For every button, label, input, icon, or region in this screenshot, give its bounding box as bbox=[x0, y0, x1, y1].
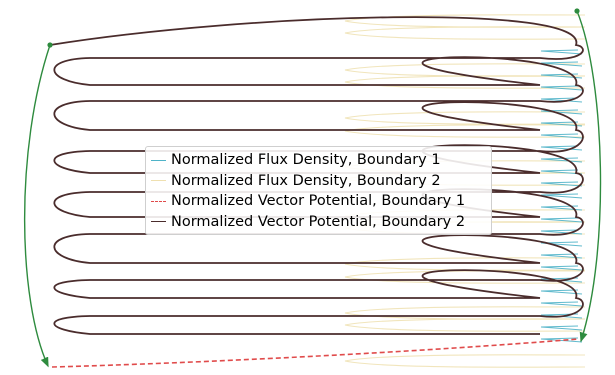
flux-boundary-2-loop bbox=[344, 26, 586, 40]
flux-boundary-1-spike bbox=[540, 157, 583, 163]
flux-boundary-1-spike bbox=[540, 265, 583, 271]
legend-label-flux-boundary-1: Normalized Flux Density, Boundary 1 bbox=[171, 152, 441, 169]
flux-boundary-1-spike bbox=[540, 85, 583, 91]
right-annotation-arrow bbox=[576, 10, 602, 343]
legend-label-potential-boundary-2: Normalized Vector Potential, Boundary 2 bbox=[171, 213, 466, 230]
flux-boundary-2-loop bbox=[344, 75, 586, 89]
flux-boundary-1-spike bbox=[540, 241, 583, 247]
flux-boundary-1-spike bbox=[540, 301, 583, 307]
flux-boundary-2-loop bbox=[344, 318, 586, 332]
flux-boundary-2-loop bbox=[344, 270, 586, 284]
flux-boundary-1-spike bbox=[540, 325, 583, 331]
flux-boundary-2-loop bbox=[344, 111, 586, 125]
legend-swatch-potential-boundary-2 bbox=[151, 221, 166, 223]
legend-swatch-flux-boundary-1 bbox=[151, 159, 166, 161]
legend-swatch-potential-boundary-1 bbox=[151, 200, 166, 202]
flux-boundary-1-spike bbox=[540, 217, 583, 223]
flux-boundary-2-loop bbox=[344, 124, 586, 138]
flux-boundary-1-spike bbox=[540, 145, 583, 151]
flux-boundary-1-spike bbox=[540, 49, 583, 55]
flux-boundary-1-spike bbox=[540, 97, 583, 103]
right-arrow-start-point bbox=[574, 8, 580, 14]
legend-label-potential-boundary-1: Normalized Vector Potential, Boundary 1 bbox=[171, 193, 466, 210]
left-annotation-arrow bbox=[23, 44, 51, 368]
legend-item-potential-boundary-1: Normalized Vector Potential, Boundary 1 bbox=[151, 191, 483, 212]
flux-boundary-1-spike bbox=[540, 193, 583, 199]
legend-swatch-flux-boundary-2 bbox=[151, 180, 166, 182]
flux-boundary-1-spike bbox=[540, 61, 583, 67]
left-arrow-start-point bbox=[47, 42, 53, 48]
legend-item-flux-boundary-1: Normalized Flux Density, Boundary 1 bbox=[151, 150, 483, 171]
flux-boundary-2-loop bbox=[344, 257, 586, 271]
flux-boundary-1-spike bbox=[540, 229, 583, 235]
potential-boundary-1-line bbox=[51, 338, 579, 368]
legend-item-potential-boundary-2: Normalized Vector Potential, Boundary 2 bbox=[151, 212, 483, 233]
flux-boundary-1-spike bbox=[540, 337, 583, 343]
flux-boundary-1-spike bbox=[540, 133, 583, 139]
legend: Normalized Flux Density, Boundary 1 Norm… bbox=[145, 146, 492, 235]
legend-item-flux-boundary-2: Normalized Flux Density, Boundary 2 bbox=[151, 171, 483, 192]
legend-label-flux-boundary-2: Normalized Flux Density, Boundary 2 bbox=[171, 172, 441, 189]
flux-boundary-1-spike bbox=[540, 181, 583, 187]
flux-boundary-2-loop bbox=[344, 354, 586, 368]
